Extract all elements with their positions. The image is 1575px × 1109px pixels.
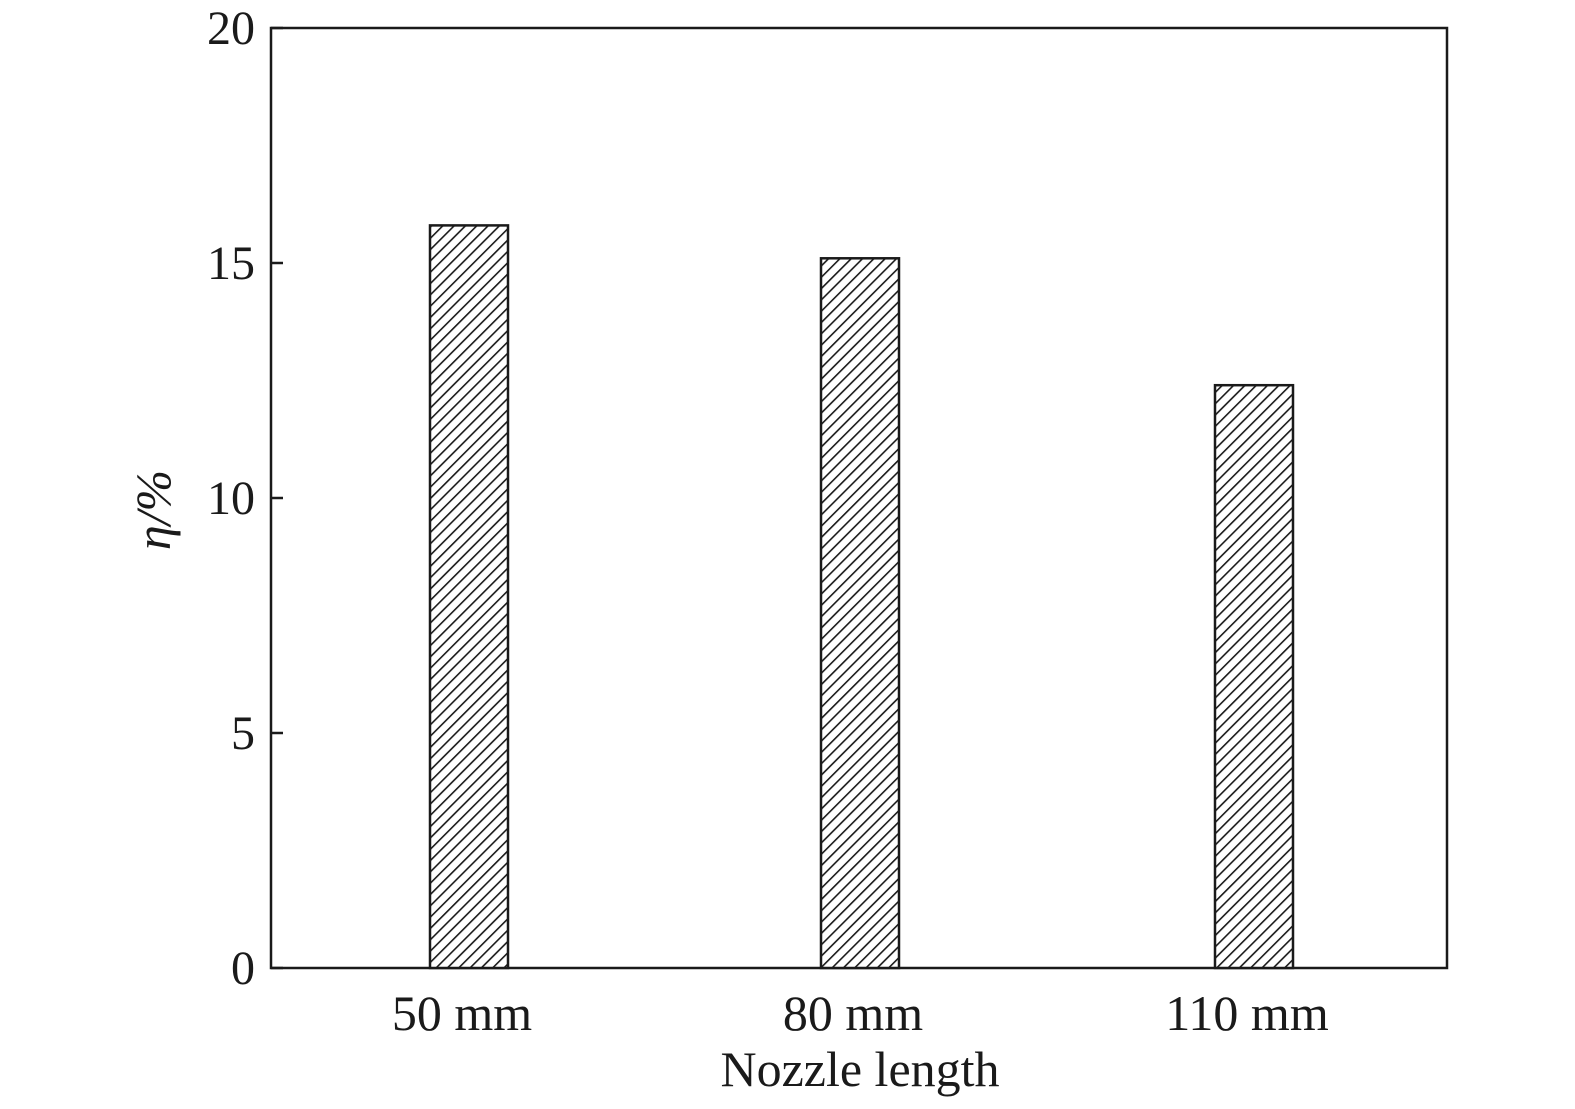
bar-50-mm bbox=[428, 224, 510, 970]
x-axis-label: Nozzle length bbox=[720, 1041, 999, 1097]
x-tick-label: 110 mm bbox=[1165, 985, 1329, 1041]
x-tick-label: 50 mm bbox=[392, 985, 532, 1041]
y-tick-label: 10 bbox=[207, 472, 255, 525]
y-tick-label: 15 bbox=[207, 237, 255, 290]
x-tick-label: 80 mm bbox=[783, 985, 923, 1041]
y-axis-ticks: 0 5 10 15 20 bbox=[207, 2, 283, 995]
y-tick-label: 0 bbox=[231, 942, 255, 995]
bar-80-mm bbox=[819, 257, 901, 970]
bars bbox=[428, 224, 1295, 970]
bar-110-mm bbox=[1213, 383, 1295, 970]
y-tick-label: 20 bbox=[207, 2, 255, 55]
x-axis-ticks: 50 mm 80 mm 110 mm bbox=[392, 985, 1329, 1041]
y-tick-label: 5 bbox=[231, 707, 255, 760]
y-axis-label: η/% bbox=[125, 470, 181, 550]
